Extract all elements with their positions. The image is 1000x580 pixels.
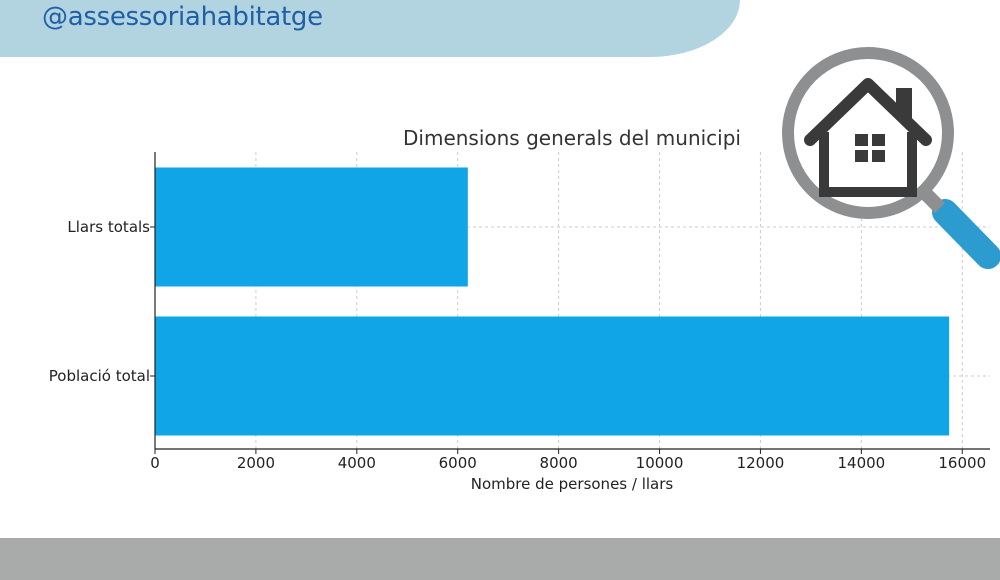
chart-title: Dimensions generals del municipi	[403, 126, 741, 150]
ticks: 0 2000 4000 6000 8000 10000 12000 14000 16000 Lla…	[49, 218, 986, 472]
magnifier-house-icon	[782, 47, 1000, 269]
x-tick-label: 14000	[837, 454, 885, 472]
x-tick-label: 0	[150, 454, 160, 472]
x-axis-label: Nombre de persones / llars	[471, 475, 674, 493]
x-tick-label: 8000	[540, 454, 578, 472]
x-tick-label: 2000	[237, 454, 275, 472]
x-tick-label: 12000	[737, 454, 785, 472]
x-tick-label: 16000	[938, 454, 986, 472]
x-tick-label: 10000	[636, 454, 684, 472]
x-tick-label: 4000	[338, 454, 376, 472]
footer-band	[0, 538, 1000, 580]
social-handle: @assessoriahabitatge	[42, 2, 323, 32]
header-band	[0, 0, 740, 57]
x-tick-label: 6000	[439, 454, 477, 472]
bar-1	[155, 316, 950, 436]
y-tick-label: Població total	[49, 367, 150, 385]
bars	[155, 167, 950, 436]
bar-0	[155, 167, 468, 287]
y-tick-label: Llars totals	[67, 218, 150, 236]
